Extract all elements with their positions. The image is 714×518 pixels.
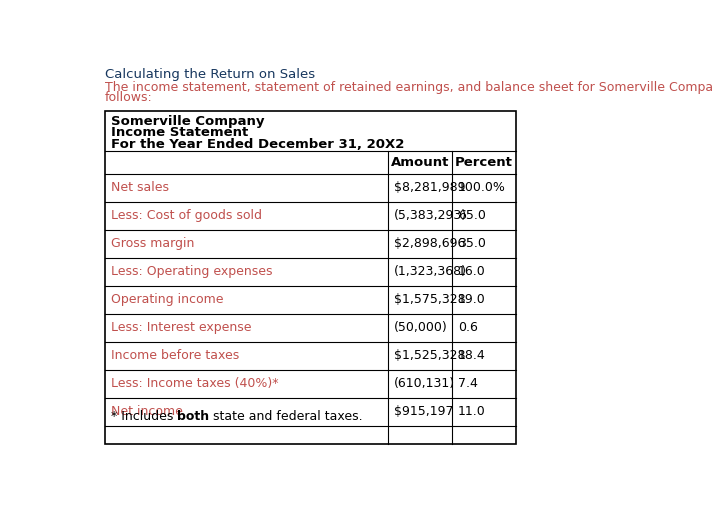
Text: (5,383,293): (5,383,293) (394, 209, 467, 222)
Text: Less: Cost of goods sold: Less: Cost of goods sold (111, 209, 262, 222)
Text: both: both (177, 410, 209, 423)
Text: Net sales: Net sales (111, 181, 169, 194)
Text: (610,131): (610,131) (394, 377, 455, 390)
Text: 7.4: 7.4 (458, 377, 478, 390)
Text: state and federal taxes.: state and federal taxes. (209, 410, 363, 423)
Text: $915,197: $915,197 (394, 405, 453, 418)
Text: $8,281,989: $8,281,989 (394, 181, 466, 194)
Text: Amount: Amount (391, 156, 449, 169)
Text: Somerville Company: Somerville Company (111, 114, 264, 127)
Text: Less: Income taxes (40%)*: Less: Income taxes (40%)* (111, 377, 278, 390)
Text: follows:: follows: (105, 91, 153, 105)
Text: Income before taxes: Income before taxes (111, 349, 239, 362)
Text: Operating income: Operating income (111, 293, 223, 306)
Text: 19.0: 19.0 (458, 293, 486, 306)
Text: $1,575,328: $1,575,328 (394, 293, 466, 306)
Bar (105, 111, 516, 444)
Text: For the Year Ended December 31, 20X2: For the Year Ended December 31, 20X2 (111, 138, 404, 151)
Text: Less: Operating expenses: Less: Operating expenses (111, 265, 273, 278)
Text: 18.4: 18.4 (458, 349, 486, 362)
Text: Calculating the Return on Sales: Calculating the Return on Sales (105, 68, 315, 81)
Text: (50,000): (50,000) (394, 321, 448, 334)
Text: Less: Interest expense: Less: Interest expense (111, 321, 251, 334)
Text: 35.0: 35.0 (458, 237, 486, 250)
Text: 16.0: 16.0 (458, 265, 486, 278)
Text: Gross margin: Gross margin (111, 237, 194, 250)
Text: * Includes: * Includes (111, 410, 177, 423)
Text: 11.0: 11.0 (458, 405, 486, 418)
Text: Net income: Net income (111, 405, 183, 418)
Text: The income statement, statement of retained earnings, and balance sheet for Some: The income statement, statement of retai… (105, 81, 714, 94)
Text: $1,525,328: $1,525,328 (394, 349, 466, 362)
Text: $2,898,696: $2,898,696 (394, 237, 466, 250)
Text: 65.0: 65.0 (458, 209, 486, 222)
Text: 0.6: 0.6 (458, 321, 478, 334)
Text: Percent: Percent (455, 156, 513, 169)
Text: (1,323,368): (1,323,368) (394, 265, 467, 278)
Text: Income Statement: Income Statement (111, 126, 248, 139)
Text: 100.0%: 100.0% (458, 181, 506, 194)
